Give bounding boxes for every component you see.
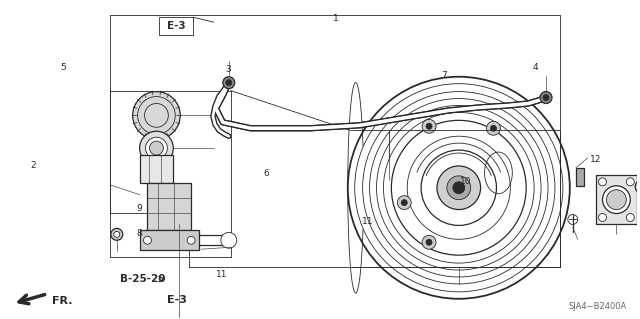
Circle shape [114, 231, 120, 237]
Circle shape [543, 94, 549, 100]
Circle shape [223, 77, 235, 89]
Circle shape [602, 186, 630, 213]
Circle shape [226, 80, 232, 85]
Ellipse shape [484, 152, 512, 194]
Circle shape [486, 121, 500, 135]
Circle shape [111, 228, 123, 240]
Circle shape [426, 123, 432, 129]
Circle shape [140, 131, 173, 165]
Circle shape [627, 178, 634, 186]
Circle shape [145, 137, 167, 159]
Circle shape [490, 125, 497, 131]
Text: 2: 2 [31, 161, 36, 170]
Bar [140, 230, 199, 250]
Bar [159, 17, 193, 35]
Circle shape [221, 232, 237, 248]
Bar [140, 155, 173, 183]
Text: 10: 10 [460, 177, 472, 186]
Text: 1: 1 [333, 14, 339, 23]
Circle shape [636, 180, 640, 194]
Text: 12: 12 [590, 155, 602, 164]
Circle shape [540, 92, 552, 103]
Circle shape [607, 190, 627, 210]
Text: 11: 11 [362, 217, 373, 226]
Text: 5: 5 [60, 63, 66, 72]
Circle shape [143, 236, 152, 244]
Bar [147, 183, 191, 230]
Circle shape [437, 166, 481, 210]
Circle shape [426, 239, 432, 245]
Text: B-25-20: B-25-20 [120, 274, 165, 284]
Circle shape [187, 236, 195, 244]
Text: SJA4−B2400A: SJA4−B2400A [568, 302, 627, 311]
Bar [596, 175, 637, 225]
Circle shape [401, 200, 407, 205]
Circle shape [568, 214, 578, 225]
Circle shape [598, 178, 607, 186]
Circle shape [453, 182, 465, 194]
Text: E-3: E-3 [167, 21, 186, 31]
Circle shape [397, 196, 411, 210]
Text: FR.: FR. [52, 296, 73, 306]
Bar [576, 168, 584, 186]
Text: 8: 8 [136, 229, 142, 238]
Circle shape [422, 235, 436, 249]
Text: 11: 11 [216, 271, 227, 279]
Circle shape [150, 141, 163, 155]
Circle shape [422, 119, 436, 133]
Circle shape [627, 213, 634, 221]
Text: E-3: E-3 [167, 295, 187, 305]
Text: 6: 6 [263, 169, 269, 178]
Text: 3: 3 [225, 65, 231, 74]
Circle shape [132, 92, 180, 139]
Circle shape [598, 213, 607, 221]
Text: 4: 4 [533, 63, 538, 72]
Text: 7: 7 [441, 71, 447, 80]
Text: 9: 9 [136, 204, 142, 213]
Circle shape [447, 176, 470, 200]
Circle shape [639, 184, 640, 190]
